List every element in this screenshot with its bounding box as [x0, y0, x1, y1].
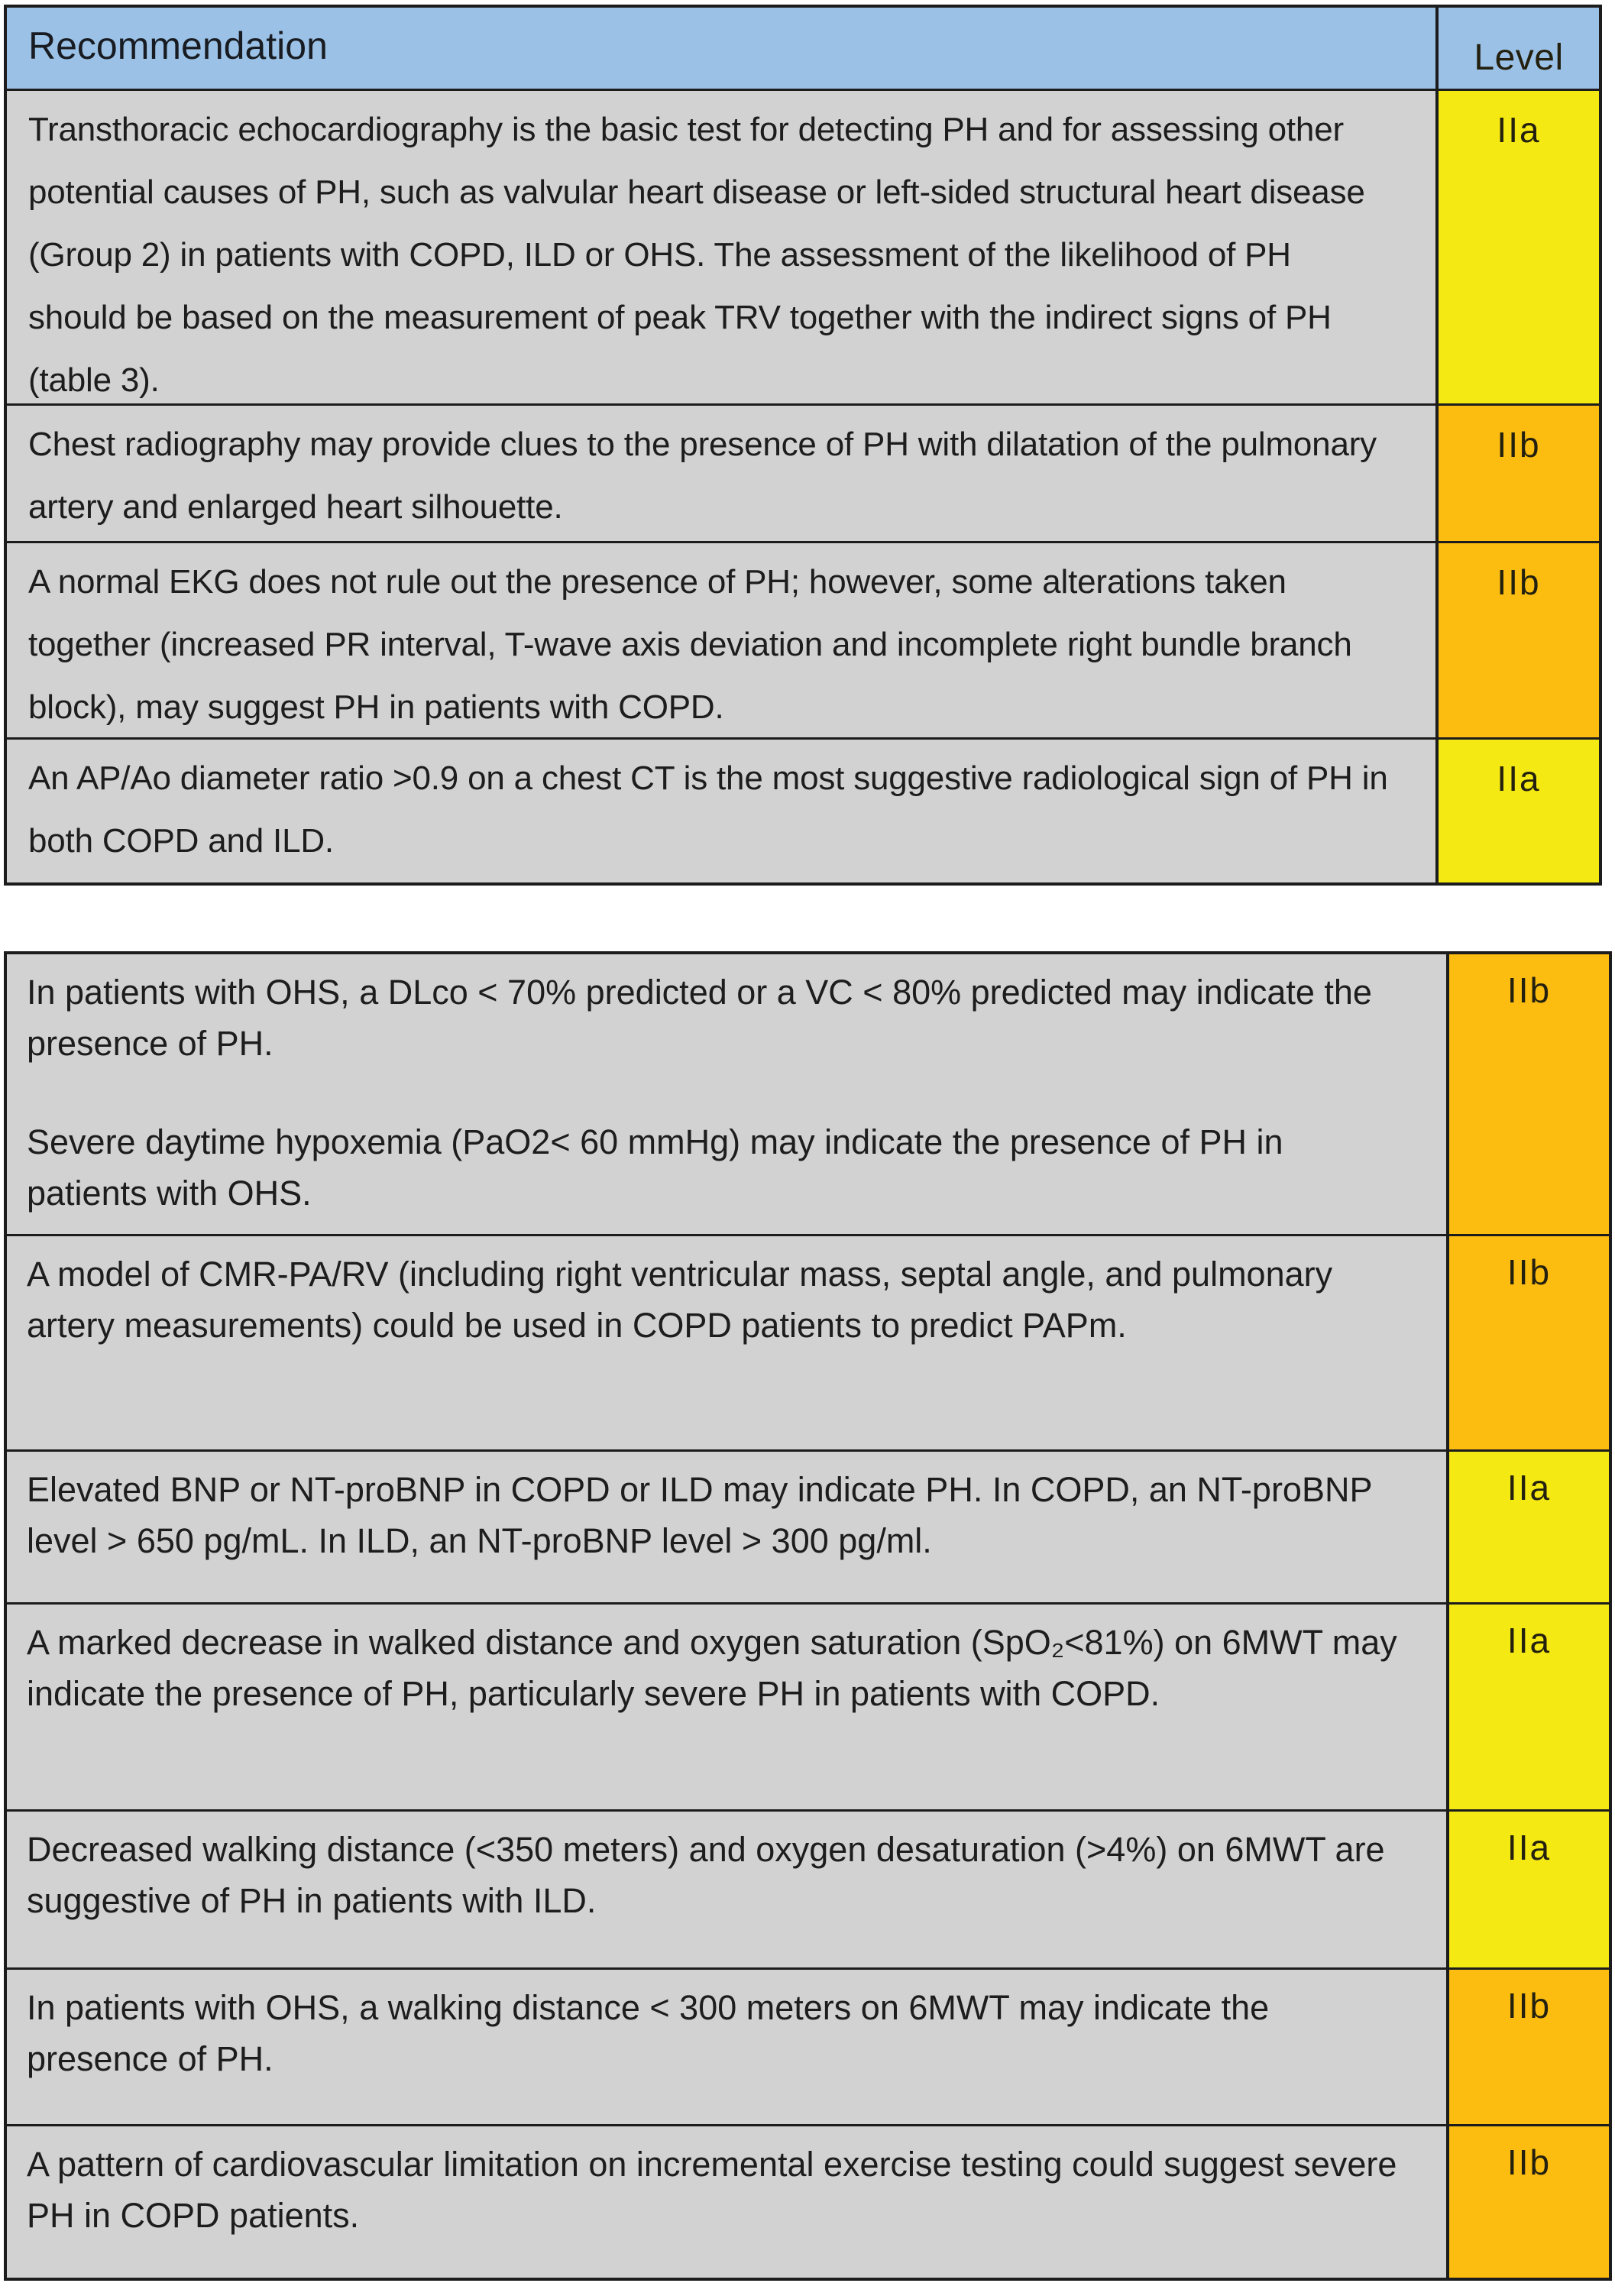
recommendation-cell: Transthoracic echocardiography is the ba…	[7, 91, 1435, 403]
level-badge: IIa	[1446, 1605, 1609, 1809]
recommendation-cell: Chest radiography may provide clues to t…	[7, 406, 1435, 541]
table-header-row: Recommendation Level	[7, 8, 1599, 89]
table-row: A pattern of cardiovascular limitation o…	[7, 2124, 1609, 2278]
level-label: IIa	[1497, 110, 1541, 150]
table-row: In patients with OHS, a DLco < 70% predi…	[7, 954, 1609, 1234]
recommendations-table-upper: Recommendation Level Transthoracic echoc…	[4, 5, 1602, 886]
level-badge: IIb	[1435, 406, 1599, 541]
level-label: IIa	[1507, 1468, 1552, 1507]
level-badge: IIb	[1446, 1236, 1609, 1449]
recommendations-table-lower: In patients with OHS, a DLco < 70% predi…	[4, 951, 1612, 2281]
table-row: Transthoracic echocardiography is the ba…	[7, 89, 1599, 403]
table-row: Elevated BNP or NT-proBNP in COPD or ILD…	[7, 1449, 1609, 1602]
table-row: In patients with OHS, a walking distance…	[7, 1967, 1609, 2124]
table-row: A normal EKG does not rule out the prese…	[7, 541, 1599, 737]
level-badge: IIb	[1446, 1970, 1609, 2124]
level-badge: IIa	[1435, 740, 1599, 882]
level-badge: IIb	[1435, 543, 1599, 737]
recommendation-cell: Elevated BNP or NT-proBNP in COPD or ILD…	[7, 1452, 1446, 1602]
level-label: IIb	[1507, 970, 1552, 1010]
table-row: A marked decrease in walked distance and…	[7, 1602, 1609, 1809]
recommendation-cell: In patients with OHS, a DLco < 70% predi…	[7, 954, 1446, 1234]
table-row: Chest radiography may provide clues to t…	[7, 403, 1599, 541]
level-badge: IIa	[1435, 91, 1599, 403]
level-label: IIb	[1507, 1252, 1552, 1292]
recommendation-text: Chest radiography may provide clues to t…	[28, 426, 1377, 526]
level-label: IIa	[1507, 1828, 1552, 1867]
recommendation-cell: A model of CMR-PA/RV (including right ve…	[7, 1236, 1446, 1449]
level-label: IIb	[1507, 2142, 1552, 2182]
recommendation-text: A pattern of cardiovascular limitation o…	[27, 2145, 1397, 2235]
recommendation-text: A model of CMR-PA/RV (including right ve…	[27, 1255, 1333, 1345]
level-badge: IIb	[1446, 954, 1609, 1234]
level-label: IIa	[1507, 1621, 1552, 1660]
recommendation-cell: In patients with OHS, a walking distance…	[7, 1970, 1446, 2124]
recommendation-text: An AP/Ao diameter ratio >0.9 on a chest …	[28, 759, 1388, 860]
level-label: IIb	[1497, 562, 1541, 602]
recommendation-text: Severe daytime hypoxemia (PaO2< 60 mmHg)…	[27, 1122, 1283, 1213]
level-label: IIb	[1497, 425, 1541, 465]
recommendation-text: In patients with OHS, a DLco < 70% predi…	[27, 973, 1372, 1063]
recommendation-text: A marked decrease in walked distance and…	[27, 1623, 1397, 1713]
recommendation-cell: Decreased walking distance (<350 meters)…	[7, 1812, 1446, 1967]
table-row: Decreased walking distance (<350 meters)…	[7, 1809, 1609, 1967]
table-row: A model of CMR-PA/RV (including right ve…	[7, 1234, 1609, 1449]
recommendation-text: Transthoracic echocardiography is the ba…	[28, 111, 1365, 399]
recommendation-text: A normal EKG does not rule out the prese…	[28, 563, 1352, 726]
level-badge: IIb	[1446, 2126, 1609, 2278]
level-label: IIb	[1507, 1986, 1552, 2026]
column-header-level-label: Level	[1474, 37, 1564, 78]
recommendation-text: Elevated BNP or NT-proBNP in COPD or ILD…	[27, 1470, 1372, 1560]
recommendation-cell: A marked decrease in walked distance and…	[7, 1605, 1446, 1809]
recommendation-text: Decreased walking distance (<350 meters)…	[27, 1830, 1385, 1920]
recommendation-cell: A pattern of cardiovascular limitation o…	[7, 2126, 1446, 2278]
recommendation-text: In patients with OHS, a walking distance…	[27, 1988, 1270, 2078]
table-row: An AP/Ao diameter ratio >0.9 on a chest …	[7, 737, 1599, 882]
column-header-level: Level	[1435, 8, 1599, 89]
column-header-recommendation: Recommendation	[28, 24, 328, 67]
level-label: IIa	[1497, 759, 1541, 798]
recommendation-cell: An AP/Ao diameter ratio >0.9 on a chest …	[7, 740, 1435, 882]
level-badge: IIa	[1446, 1452, 1609, 1602]
level-badge: IIa	[1446, 1812, 1609, 1967]
recommendation-cell: A normal EKG does not rule out the prese…	[7, 543, 1435, 737]
